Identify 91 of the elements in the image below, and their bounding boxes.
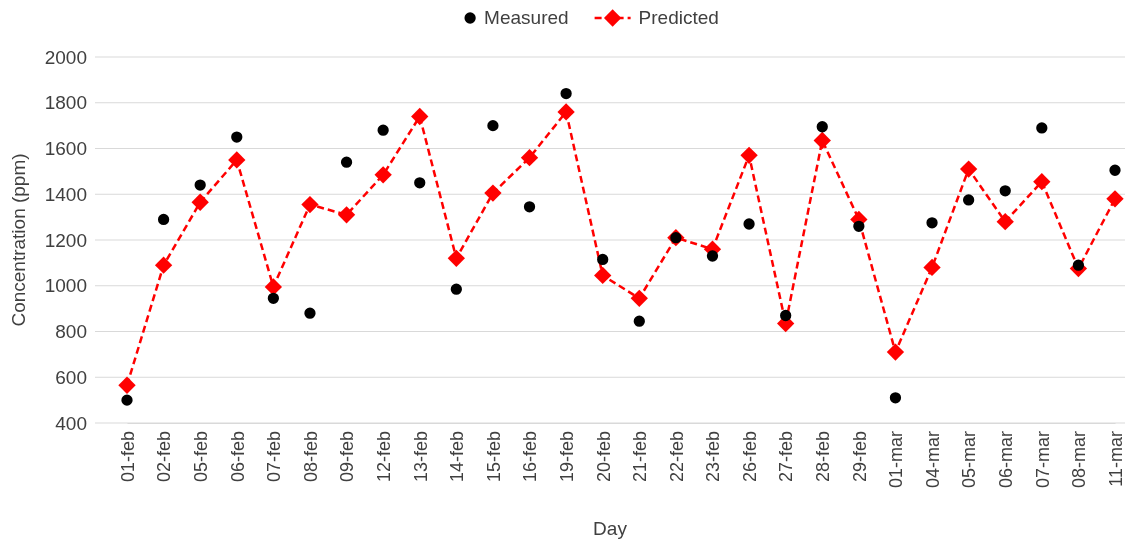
point [267, 292, 280, 304]
point [121, 394, 133, 406]
point [520, 148, 539, 167]
x-tick-label: 06-feb [227, 431, 248, 483]
x-tick-label: 08-feb [300, 431, 321, 483]
x-tick-label: 08-mar [1069, 431, 1090, 489]
point [813, 131, 831, 150]
point [194, 179, 206, 191]
x-tick-label: 20-feb [593, 431, 614, 483]
point [487, 119, 499, 132]
point [523, 201, 536, 213]
point [999, 185, 1011, 197]
point [633, 315, 645, 327]
y-tick-label: 1800 [44, 92, 87, 114]
point [816, 121, 828, 133]
x-tick-label: 07-feb [264, 431, 285, 483]
point [557, 103, 575, 121]
y-tick-label: 600 [55, 366, 87, 388]
x-tick-label: 07-mar [1032, 431, 1053, 489]
point [959, 160, 978, 178]
point [118, 376, 136, 394]
y-tick-label: 2000 [44, 46, 87, 68]
x-tick-label: 13-feb [410, 431, 431, 483]
x-tick-label: 27-feb [776, 431, 797, 483]
point [889, 392, 902, 404]
x-tick-label: 23-feb [703, 431, 724, 483]
point [594, 266, 612, 285]
point [231, 131, 243, 143]
x-tick-label: 12-feb [373, 431, 394, 483]
point [337, 206, 356, 224]
point [743, 218, 755, 230]
y-axis-title: Concentration (ppm) [8, 153, 29, 327]
x-tick-label: 21-feb [630, 431, 651, 483]
x-tick-label: 04-mar [922, 431, 943, 489]
x-tick-label: 01-mar [886, 431, 907, 489]
point [301, 195, 319, 214]
point [853, 220, 865, 232]
point [780, 309, 792, 322]
point [1106, 190, 1124, 208]
x-tick-label: 29-feb [849, 431, 870, 483]
y-tick-label: 400 [55, 412, 87, 434]
x-tick-label: 02-feb [154, 431, 175, 483]
point [374, 166, 392, 184]
x-tick-label: 14-feb [447, 431, 468, 483]
legend-label: Measured [484, 7, 569, 28]
point [154, 256, 173, 274]
x-tick-label: 28-feb [813, 431, 834, 483]
point [484, 184, 502, 202]
point [447, 249, 465, 267]
y-tick-label: 800 [55, 321, 87, 343]
point [560, 87, 572, 100]
point [1072, 259, 1085, 271]
x-tick-label: 19-feb [556, 431, 577, 483]
y-tick-label: 1000 [44, 275, 87, 297]
point [962, 194, 975, 206]
point [191, 193, 209, 211]
point [926, 217, 938, 229]
x-tick-label: 15-feb [483, 431, 504, 483]
point [377, 124, 389, 136]
point [706, 250, 719, 262]
point [411, 107, 429, 126]
point [1109, 164, 1121, 176]
x-tick-label: 01-feb [117, 431, 138, 483]
point [886, 343, 905, 361]
point [996, 213, 1014, 231]
point [228, 151, 246, 169]
y-tick-label: 1200 [44, 229, 87, 251]
point [340, 156, 353, 168]
legend-label: Predicted [638, 7, 719, 28]
x-tick-label: 09-feb [337, 431, 358, 483]
y-tick-label: 1600 [44, 138, 87, 160]
x-tick-label: 05-mar [959, 431, 980, 489]
point [264, 278, 283, 296]
x-axis-title: Day [593, 518, 628, 539]
point [597, 253, 609, 266]
point [304, 307, 316, 319]
point [1036, 122, 1048, 134]
x-tick-label: 26-feb [739, 431, 760, 483]
x-tick-label: 16-feb [520, 431, 541, 483]
x-tick-label: 06-mar [996, 431, 1017, 489]
point [1033, 173, 1051, 191]
point [923, 258, 941, 277]
x-tick-label: 05-feb [190, 431, 211, 483]
point [630, 289, 648, 307]
x-tick-label: 11-mar [1105, 431, 1126, 487]
point [157, 213, 170, 226]
point [450, 283, 462, 295]
point [414, 177, 426, 189]
x-tick-label: 22-feb [666, 431, 687, 483]
point [740, 146, 758, 165]
y-tick-label: 1400 [44, 183, 87, 205]
